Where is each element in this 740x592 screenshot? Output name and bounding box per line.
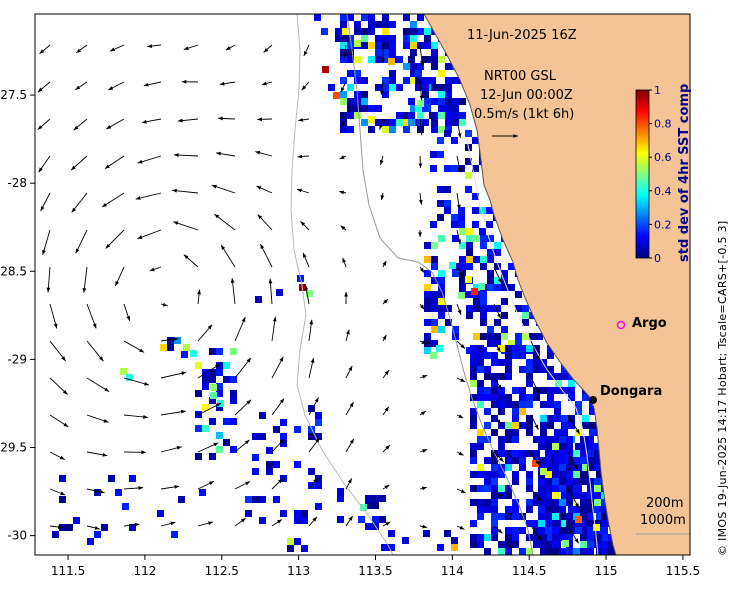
argo-label: Argo (632, 316, 667, 331)
svg-text:-29.5: -29.5 (0, 441, 27, 455)
svg-text:0.8: 0.8 (654, 118, 672, 131)
credit-text: © IMOS 19-Jun-2025 14:17 Hobart; Tscale=… (716, 220, 729, 556)
svg-text:-30: -30 (7, 529, 27, 543)
svg-text:0.6: 0.6 (654, 151, 672, 164)
svg-text:115.5: 115.5 (666, 564, 700, 578)
svg-text:113: 113 (287, 564, 310, 578)
svg-text:-28: -28 (7, 176, 27, 190)
valid-time-label: 12-Jun 00:00Z (480, 88, 573, 103)
svg-text:1: 1 (654, 84, 661, 97)
svg-text:-29: -29 (7, 352, 27, 366)
svg-text:114: 114 (441, 564, 464, 578)
svg-text:-27.5: -27.5 (0, 88, 27, 102)
svg-text:112.5: 112.5 (205, 564, 239, 578)
svg-text:113.5: 113.5 (358, 564, 392, 578)
analysis-datetime: 11-Jun-2025 16Z (467, 28, 577, 43)
svg-text:115: 115 (595, 564, 618, 578)
svg-text:112: 112 (133, 564, 156, 578)
colorbar-title: std dev of 4hr SST comp (677, 83, 692, 262)
model-label: NRT00 GSL (484, 69, 556, 84)
svg-text:-28.5: -28.5 (0, 264, 27, 278)
dongara-label: Dongara (600, 384, 663, 399)
vector-scale-label: 0.5m/s (1kt 6h) (474, 107, 575, 122)
svg-text:0.4: 0.4 (654, 185, 672, 198)
depth-200m-label: 200m (646, 496, 684, 511)
svg-text:0.2: 0.2 (654, 218, 672, 231)
svg-text:0: 0 (654, 252, 661, 265)
depth-1000m-label: 1000m (640, 513, 686, 528)
svg-text:111.5: 111.5 (51, 564, 85, 578)
svg-text:114.5: 114.5 (512, 564, 546, 578)
